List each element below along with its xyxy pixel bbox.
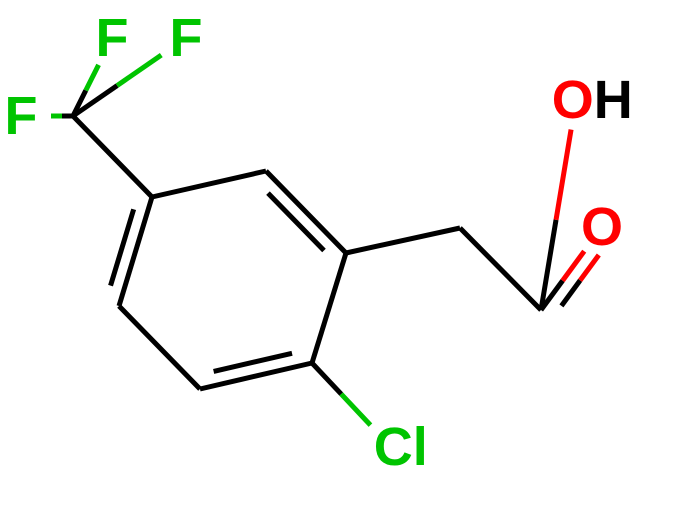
f-atom-label: F	[5, 86, 38, 146]
o-atom-label: O	[581, 197, 623, 257]
f-atom-label: F	[170, 8, 203, 68]
o-atom-label: OH	[552, 70, 633, 130]
molecule-diagram: FFFClOOH	[0, 0, 697, 507]
cl-atom-label: Cl	[374, 417, 428, 477]
f-atom-label: F	[96, 8, 129, 68]
